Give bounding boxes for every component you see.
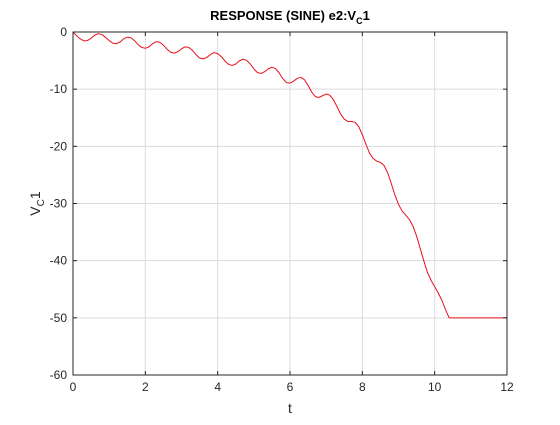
y-tick-label: -20 (50, 139, 68, 153)
x-tick-label: 4 (214, 380, 221, 394)
y-label-subscript: C (36, 199, 47, 206)
y-tick-label: -50 (50, 311, 68, 325)
y-tick-label: -40 (50, 254, 68, 268)
y-tick-label: -10 (50, 82, 68, 96)
x-tick-label: 8 (359, 380, 366, 394)
y-tick-label: -60 (50, 368, 68, 382)
x-tick-label: 6 (287, 380, 294, 394)
y-label-suffix: 1 (27, 191, 43, 199)
x-tick-label: 10 (428, 380, 442, 394)
title-suffix: 1 (363, 8, 370, 23)
title-text: RESPONSE (SINE) e2:V (210, 8, 356, 23)
x-axis-label: t (288, 400, 292, 416)
x-tick-label: 2 (142, 380, 149, 394)
y-tick-label: -30 (50, 197, 68, 211)
x-tick-label: 0 (70, 380, 77, 394)
y-tick-label: 0 (60, 25, 67, 39)
x-tick-label: 12 (500, 380, 514, 394)
